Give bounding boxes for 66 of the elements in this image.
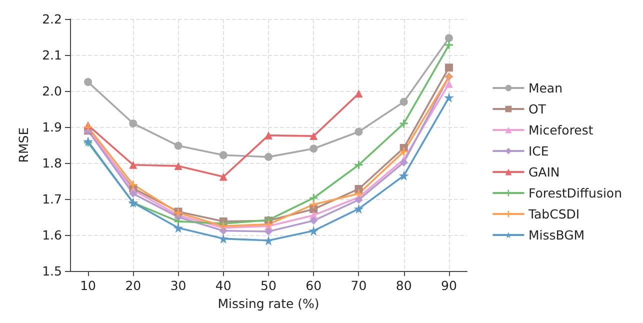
point <box>84 78 92 86</box>
point <box>444 40 453 49</box>
point <box>219 151 228 160</box>
point <box>264 152 272 161</box>
legend-label: OT <box>528 102 546 116</box>
point <box>444 64 453 72</box>
x-tick-label: 20 <box>125 278 142 294</box>
x-tick-label: 70 <box>350 278 367 294</box>
point <box>129 180 138 189</box>
point <box>354 190 363 198</box>
point <box>129 119 138 128</box>
x-axis-title: Missing rate (%) <box>218 296 320 311</box>
point <box>310 194 318 202</box>
point <box>354 160 363 169</box>
point <box>264 235 274 246</box>
point <box>218 234 228 244</box>
point <box>354 196 363 204</box>
legend-label: Mean <box>528 80 563 96</box>
point <box>219 172 228 181</box>
point <box>264 131 272 140</box>
point <box>400 158 408 166</box>
legend-label: ICE <box>528 144 549 158</box>
point <box>444 80 453 88</box>
point <box>264 227 272 236</box>
point <box>354 204 364 214</box>
point <box>308 226 319 236</box>
x-tick-label: 60 <box>306 278 322 294</box>
y-tick-label: 1.8 <box>42 156 62 171</box>
point <box>444 34 453 42</box>
point <box>444 92 454 103</box>
point <box>354 90 363 98</box>
y-tick-label: 2.1 <box>42 48 62 63</box>
point <box>400 148 408 156</box>
point <box>83 136 94 146</box>
y-tick-label: 2.0 <box>42 84 62 99</box>
y-tick-label: 2.2 <box>42 12 62 26</box>
point <box>400 119 408 128</box>
y-axis-title: RMSE <box>16 127 31 163</box>
legend-label: Miceforest <box>528 122 594 138</box>
point <box>310 200 318 208</box>
y-tick-label: 1.6 <box>42 228 62 243</box>
x-tick-label: 40 <box>215 278 232 294</box>
y-tick-label: 1.9 <box>42 120 62 135</box>
x-tick-label: 90 <box>441 278 457 294</box>
point <box>398 170 409 181</box>
legend-label: TabCSDI <box>527 206 580 222</box>
x-tick-label: 30 <box>170 278 186 294</box>
y-tick-label: 1.5 <box>42 264 62 279</box>
point <box>129 190 138 198</box>
x-tick-label: 50 <box>260 278 276 294</box>
x-tick-label: 80 <box>396 278 412 294</box>
y-tick-label: 1.7 <box>42 192 62 207</box>
legend-label: ForestDiffusion <box>528 186 622 200</box>
x-tick-label: 10 <box>80 278 96 294</box>
legend-label: GAIN <box>528 164 560 180</box>
point <box>310 144 318 153</box>
point <box>310 216 318 225</box>
point <box>173 222 184 233</box>
legend-label: MissBGM <box>528 228 585 242</box>
point <box>354 128 363 136</box>
point <box>129 160 138 169</box>
point <box>174 142 182 150</box>
point <box>354 184 363 193</box>
point <box>310 132 318 140</box>
point <box>174 162 182 170</box>
point <box>400 98 408 106</box>
